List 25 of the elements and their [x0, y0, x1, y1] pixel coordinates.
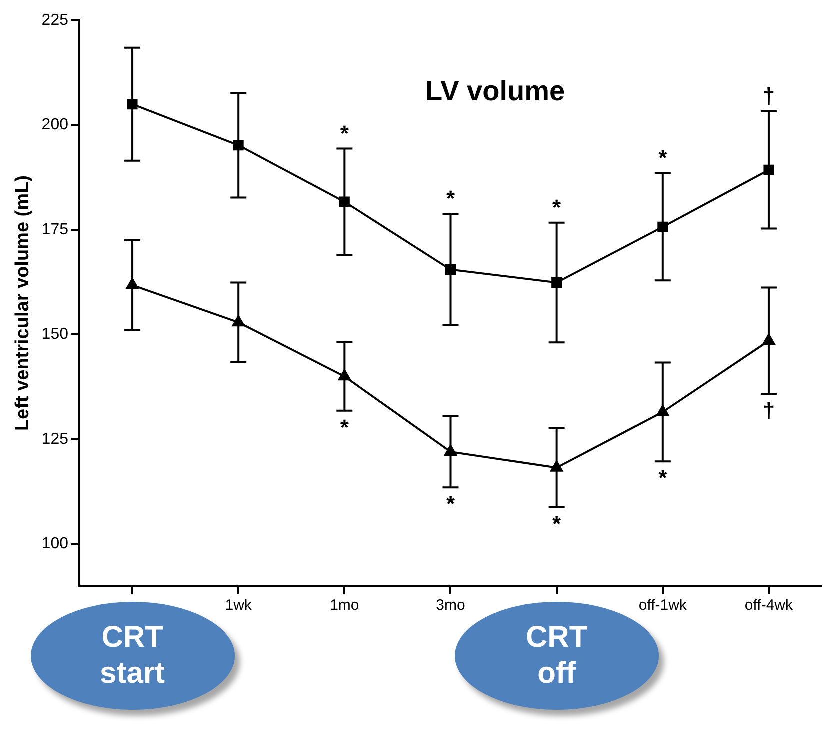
x-tick-label: CRT off	[524, 620, 589, 692]
data-label: *	[658, 146, 668, 171]
y-axis-title: Left ventricular volume (mL)	[12, 176, 34, 432]
x-tick-label: 3mo	[436, 597, 466, 614]
y-tick-label: 225	[42, 12, 69, 30]
data-label: *	[552, 511, 562, 536]
y-tick-label: 150	[42, 326, 69, 344]
x-tick-label: off-1wk	[638, 597, 688, 614]
data-label: *	[340, 120, 350, 146]
y-tick-label: 125	[42, 430, 69, 448]
data-label: *	[446, 492, 456, 517]
data-label: †	[762, 84, 776, 109]
data-label: *	[340, 415, 350, 440]
x-tick-label: 1mo	[330, 597, 360, 614]
data-label: *	[658, 466, 668, 491]
x-tick-label: 1wk	[225, 597, 252, 614]
y-tick-label: 200	[42, 116, 69, 134]
data-label: †	[762, 398, 776, 424]
x-tick-label: CRT start	[99, 620, 166, 692]
data-label: *	[552, 194, 562, 220]
text: LV volume	[426, 75, 566, 106]
x-tick-label: off-4wk	[744, 597, 794, 614]
y-tick-label: 175	[42, 221, 69, 238]
data-label: *	[446, 186, 456, 212]
y-tick-label: 100	[42, 536, 69, 553]
